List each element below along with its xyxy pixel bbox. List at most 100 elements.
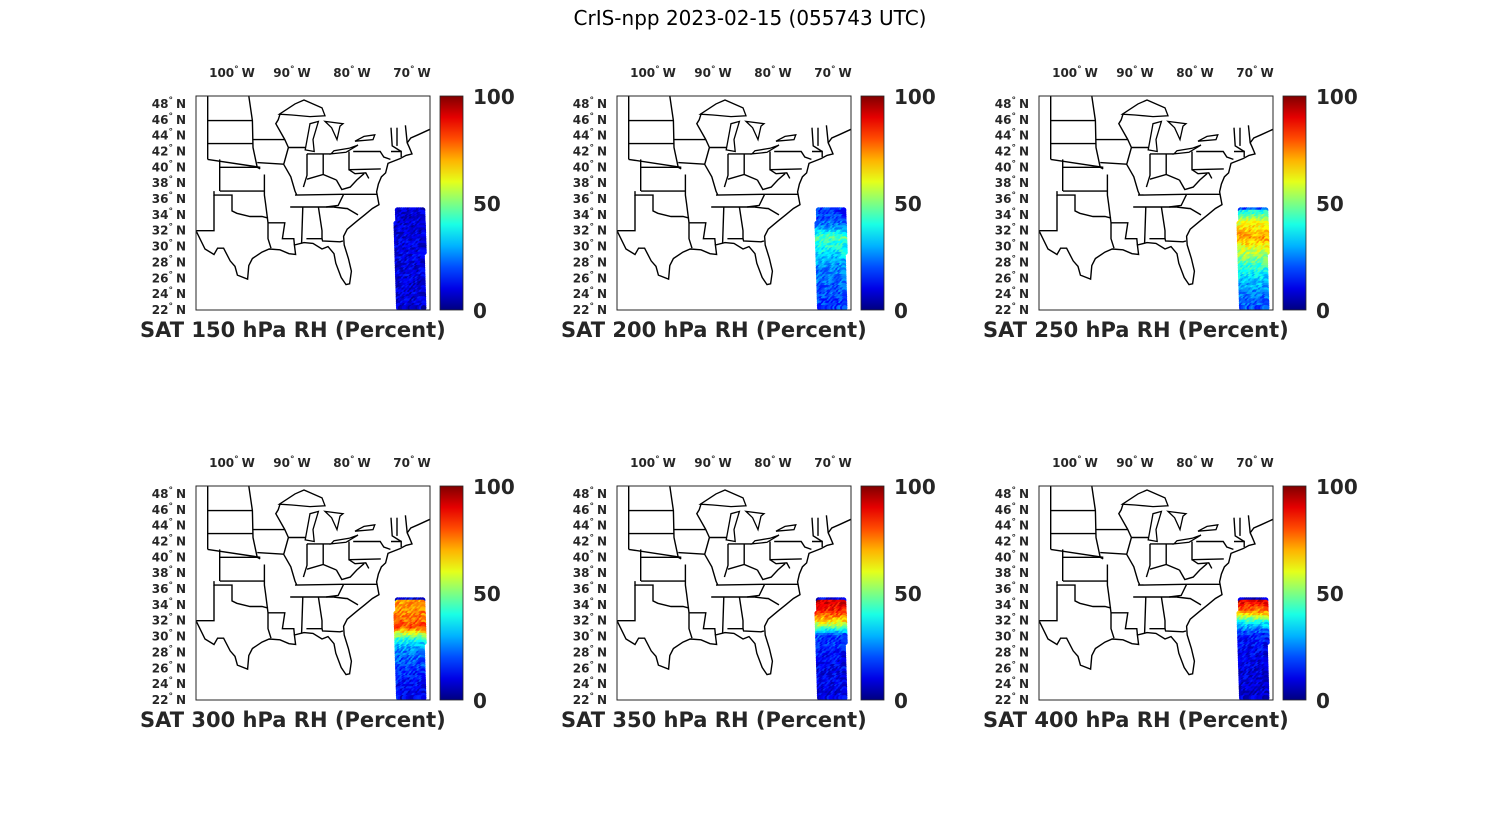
coastline — [617, 128, 851, 286]
lat-tick-label: 44° N — [573, 518, 607, 533]
state-border — [689, 612, 717, 636]
state-border — [353, 150, 391, 161]
state-border — [1164, 628, 1187, 633]
state-border — [213, 581, 269, 609]
lon-tick-label: 80° W — [1176, 65, 1213, 80]
lon-tick-label: 100° W — [209, 455, 255, 470]
rh-swath — [393, 207, 427, 310]
lat-tick-label: 40° N — [152, 549, 186, 564]
coastline — [196, 518, 430, 676]
state-border — [812, 150, 823, 157]
lon-tick-label: 90° W — [1116, 455, 1153, 470]
lat-tick-label: 30° N — [573, 629, 607, 644]
lon-tick-label: 90° W — [273, 65, 310, 80]
state-border — [825, 515, 829, 533]
state-border — [769, 541, 802, 561]
lat-tick-label: 40° N — [152, 159, 186, 174]
state-border — [1169, 583, 1188, 598]
great-lake-outline — [750, 144, 780, 155]
rh-swath — [814, 597, 848, 700]
state-border — [353, 540, 391, 551]
state-border — [756, 563, 786, 581]
state-border — [812, 540, 823, 547]
lat-tick-label: 28° N — [573, 254, 607, 269]
state-border — [721, 206, 725, 244]
map-area — [196, 96, 430, 310]
great-lake-outline — [744, 510, 766, 532]
colorbar-tick-label: 100 — [1316, 475, 1358, 499]
state-border — [1145, 543, 1151, 578]
colorbar-tick-label: 0 — [894, 299, 908, 323]
great-lake-outline — [725, 510, 741, 543]
state-border — [404, 125, 408, 143]
lat-tick-label: 40° N — [573, 549, 607, 564]
lat-tick-label: 28° N — [995, 254, 1029, 269]
panel-title: SAT 300 hPa RH (Percent) — [140, 708, 446, 732]
lon-tick-label: 70° W — [393, 455, 430, 470]
lat-tick-label: 32° N — [995, 223, 1029, 238]
state-border — [333, 596, 359, 606]
state-border — [1143, 596, 1147, 634]
state-border — [348, 559, 370, 569]
lat-tick-label: 24° N — [995, 286, 1029, 301]
lat-tick-label: 34° N — [995, 207, 1029, 222]
lon-tick-label: 70° W — [1236, 455, 1273, 470]
state-border — [282, 163, 298, 196]
lat-tick-label: 48° N — [152, 96, 186, 111]
lat-tick-label: 46° N — [573, 112, 607, 127]
state-border — [1039, 195, 1058, 232]
state-border — [1178, 563, 1208, 581]
state-border — [207, 548, 261, 558]
state-border — [263, 564, 272, 639]
state-border — [248, 96, 261, 170]
lat-tick-label: 30° N — [995, 629, 1029, 644]
map-panel-1: 100° W 90° W 80° W 70° W 48° N 46° N 44° N 42° N 40° N 38°… — [140, 65, 530, 370]
great-lake-outline — [323, 120, 345, 142]
lat-tick-label: 26° N — [573, 660, 607, 675]
state-border — [1056, 581, 1112, 609]
state-border — [1149, 206, 1166, 240]
lat-tick-label: 32° N — [573, 223, 607, 238]
lat-tick-label: 36° N — [995, 581, 1029, 596]
state-border — [1149, 596, 1166, 630]
state-border — [1164, 238, 1187, 243]
lon-tick-label: 80° W — [1176, 455, 1213, 470]
rh-swath — [814, 207, 848, 310]
state-border — [727, 563, 758, 571]
lat-tick-label: 36° N — [152, 581, 186, 596]
state-border — [617, 195, 636, 232]
state-border — [306, 563, 337, 571]
lon-tick-label: 90° W — [1116, 65, 1153, 80]
state-border — [695, 503, 711, 555]
colorbar-tick-label: 50 — [894, 582, 922, 606]
state-border — [348, 151, 381, 171]
state-border — [1100, 551, 1127, 555]
state-border — [333, 206, 359, 216]
map-svg: 100° W 90° W 80° W 70° W 48° N46° N44° N42° N40° N38°… — [152, 455, 515, 713]
map-area — [617, 486, 851, 700]
lon-tick-label: 70° W — [393, 65, 430, 80]
lat-tick-label: 30° N — [995, 239, 1029, 254]
state-border — [1176, 206, 1202, 216]
lon-tick-label: 100° W — [630, 65, 676, 80]
state-border — [684, 174, 693, 249]
colorbar-tick-label: 100 — [894, 475, 936, 499]
lon-tick-label: 100° W — [1052, 455, 1098, 470]
state-border — [274, 503, 290, 555]
state-border — [306, 206, 323, 240]
lat-tick-label: 30° N — [152, 629, 186, 644]
state-border — [391, 150, 402, 157]
lat-tick-label: 32° N — [573, 613, 607, 628]
state-border — [747, 193, 766, 208]
state-border — [1169, 193, 1188, 208]
map-area — [1039, 486, 1273, 700]
lat-tick-label: 24° N — [152, 286, 186, 301]
coastline — [196, 128, 430, 286]
great-lake-outline — [277, 489, 326, 508]
colorbar-tick-label: 100 — [1316, 85, 1358, 109]
lat-tick-label: 42° N — [573, 533, 607, 548]
lat-tick-label: 36° N — [573, 581, 607, 596]
great-lake-outline — [1166, 510, 1188, 532]
state-border — [774, 540, 812, 551]
map-frame — [616, 485, 852, 701]
